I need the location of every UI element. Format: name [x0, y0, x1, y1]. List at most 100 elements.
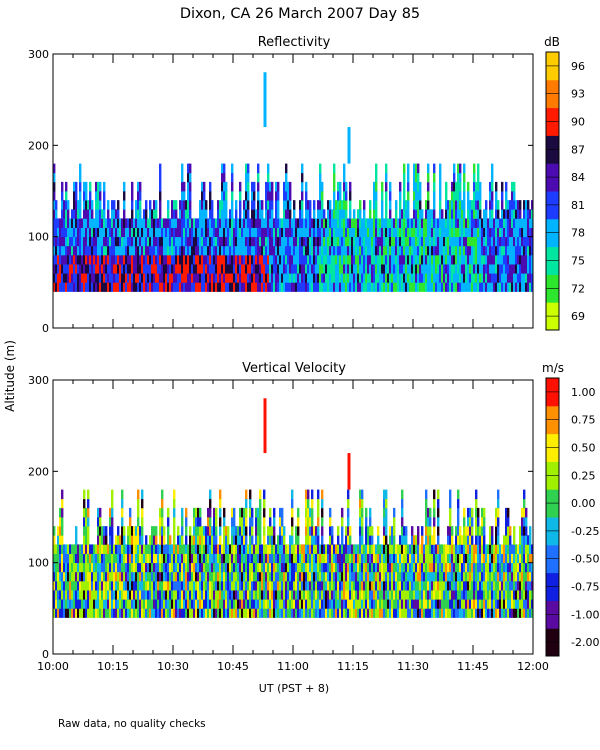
data-cell [355, 599, 358, 609]
data-cell [505, 218, 508, 228]
data-column [133, 218, 136, 292]
data-cell [495, 200, 498, 210]
data-column [287, 181, 290, 292]
data-cell [57, 608, 60, 618]
data-cell [251, 282, 254, 292]
data-cell [69, 227, 72, 238]
data-cell [503, 273, 506, 283]
data-cell [277, 599, 280, 609]
data-cell [179, 599, 182, 609]
data-cell [203, 254, 206, 265]
data-cell [333, 599, 336, 609]
data-cell [501, 236, 504, 247]
data-cell [215, 254, 218, 265]
data-cell [305, 209, 308, 219]
data-column [259, 489, 262, 618]
data-cell [221, 608, 224, 618]
data-cell [55, 580, 58, 591]
data-cell [423, 562, 426, 573]
data-cell [387, 227, 390, 238]
data-column [217, 544, 220, 618]
data-cell [363, 273, 366, 283]
data-column [357, 209, 360, 292]
data-cell [365, 282, 368, 292]
data-cell [79, 163, 82, 174]
data-cell [53, 227, 56, 238]
data-cell [253, 273, 256, 283]
data-cell [419, 544, 422, 554]
data-cell [431, 209, 434, 219]
data-cell [123, 535, 126, 545]
data-cell [383, 535, 386, 545]
data-cell [69, 282, 72, 292]
data-cell [63, 200, 66, 210]
data-cell [63, 562, 66, 573]
data-cell [241, 580, 244, 591]
data-cell [245, 282, 248, 292]
data-cell [223, 172, 226, 183]
data-cell [231, 245, 234, 256]
data-cell [261, 608, 264, 618]
data-cell [311, 245, 314, 256]
data-cell [253, 227, 256, 238]
data-column [361, 218, 364, 292]
data-cell [257, 562, 260, 573]
data-cell [257, 571, 260, 582]
data-cell [301, 245, 304, 256]
data-cell [245, 562, 248, 573]
data-cell [81, 264, 84, 274]
data-cell [295, 571, 298, 582]
data-cell [103, 571, 106, 582]
data-cell [73, 191, 76, 201]
data-cell [117, 553, 120, 564]
data-cell [131, 282, 134, 292]
data-cell [263, 553, 266, 564]
data-cell [63, 580, 66, 591]
data-cell [277, 218, 280, 228]
data-cell [413, 264, 416, 274]
data-cell [69, 553, 72, 564]
data-cell [75, 571, 78, 582]
data-cell [155, 282, 158, 292]
data-cell [291, 264, 294, 274]
data-cell [339, 245, 342, 256]
data-column [149, 200, 152, 292]
data-column [79, 163, 82, 292]
data-cell [291, 526, 294, 536]
data-cell [263, 498, 266, 509]
data-cell [427, 580, 430, 591]
data-cell [325, 599, 328, 609]
data-cell [479, 227, 482, 238]
data-cell [253, 571, 256, 582]
data-cell [293, 562, 296, 573]
data-cell [221, 245, 224, 256]
data-cell [83, 227, 86, 238]
data-cell [77, 227, 80, 238]
data-cell [483, 227, 486, 238]
data-cell [251, 507, 254, 518]
data-cell [413, 273, 416, 283]
data-cell [369, 599, 372, 609]
data-cell [145, 245, 148, 256]
data-cell [403, 599, 406, 609]
y-tick-label: 0 [42, 322, 49, 335]
data-cell [231, 571, 234, 582]
data-cell [501, 245, 504, 256]
data-cell [77, 608, 80, 618]
data-cell [157, 273, 160, 283]
data-cell [329, 599, 332, 609]
data-cell [347, 507, 350, 518]
data-cell [277, 236, 280, 247]
data-cell [87, 227, 90, 238]
data-cell [459, 181, 462, 192]
data-cell [273, 599, 276, 609]
data-cell [71, 580, 74, 591]
data-cell [179, 264, 182, 274]
data-cell [417, 599, 420, 609]
data-column [403, 163, 406, 292]
data-column [223, 507, 226, 618]
data-column [211, 526, 214, 618]
data-cell [147, 553, 150, 564]
data-cell [385, 580, 388, 591]
data-cell [267, 562, 270, 573]
